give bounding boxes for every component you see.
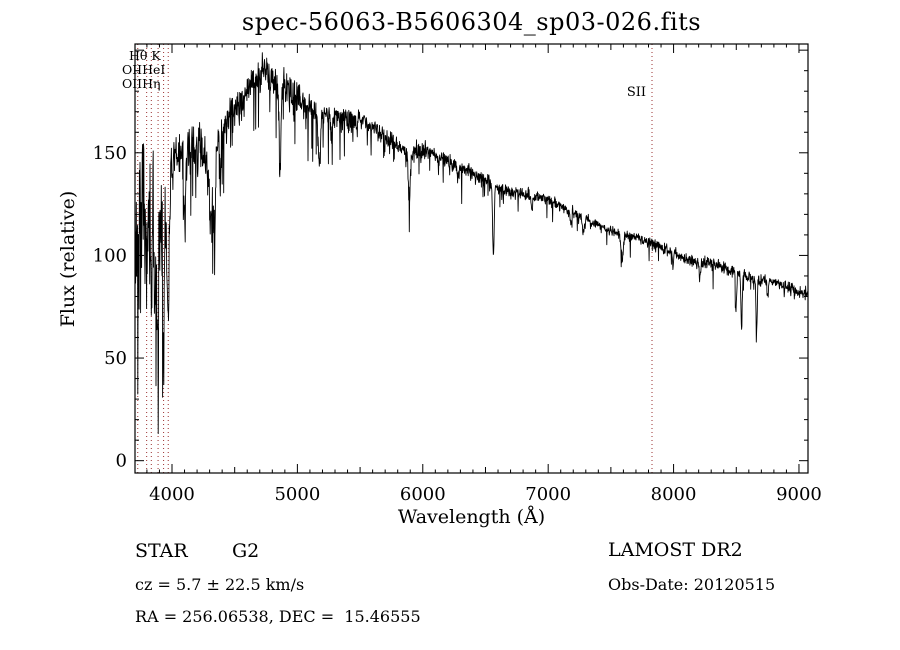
spectrum-line <box>135 52 808 435</box>
x-tick-label: 8000 <box>651 484 697 505</box>
velocity-label: cz = 5.7 ± 22.5 km/s <box>135 575 305 594</box>
x-axis-label: Wavelength (Å) <box>397 506 546 528</box>
x-tick-label: 9000 <box>776 484 822 505</box>
x-tick-label: 6000 <box>400 484 446 505</box>
line-marker-label: OIIHeI <box>122 62 165 77</box>
x-tick-label: 5000 <box>274 484 320 505</box>
object-class-label: STAR <box>135 540 188 562</box>
coordinates-label: RA = 256.06538, DEC = 15.46555 <box>135 607 421 626</box>
plot-frame <box>134 43 809 474</box>
x-tick-label: 7000 <box>525 484 571 505</box>
obs-date-label: Obs-Date: 20120515 <box>608 575 776 594</box>
line-marker-label: SII <box>627 85 646 100</box>
plot-title: spec-56063-B5606304_sp03-026.fits <box>241 8 702 36</box>
line-marker-label: OIIHη <box>122 76 161 91</box>
subclass-label: G2 <box>232 540 260 562</box>
y-axis-label: Flux (relative) <box>57 190 79 328</box>
survey-label: LAMOST DR2 <box>608 539 743 561</box>
line-marker-label: Hθ K <box>129 48 161 63</box>
y-tick-label: 0 <box>116 451 127 472</box>
y-tick-label: 150 <box>93 143 127 164</box>
y-tick-label: 100 <box>93 245 127 266</box>
x-tick-label: 4000 <box>149 484 195 505</box>
y-tick-label: 50 <box>104 348 127 369</box>
